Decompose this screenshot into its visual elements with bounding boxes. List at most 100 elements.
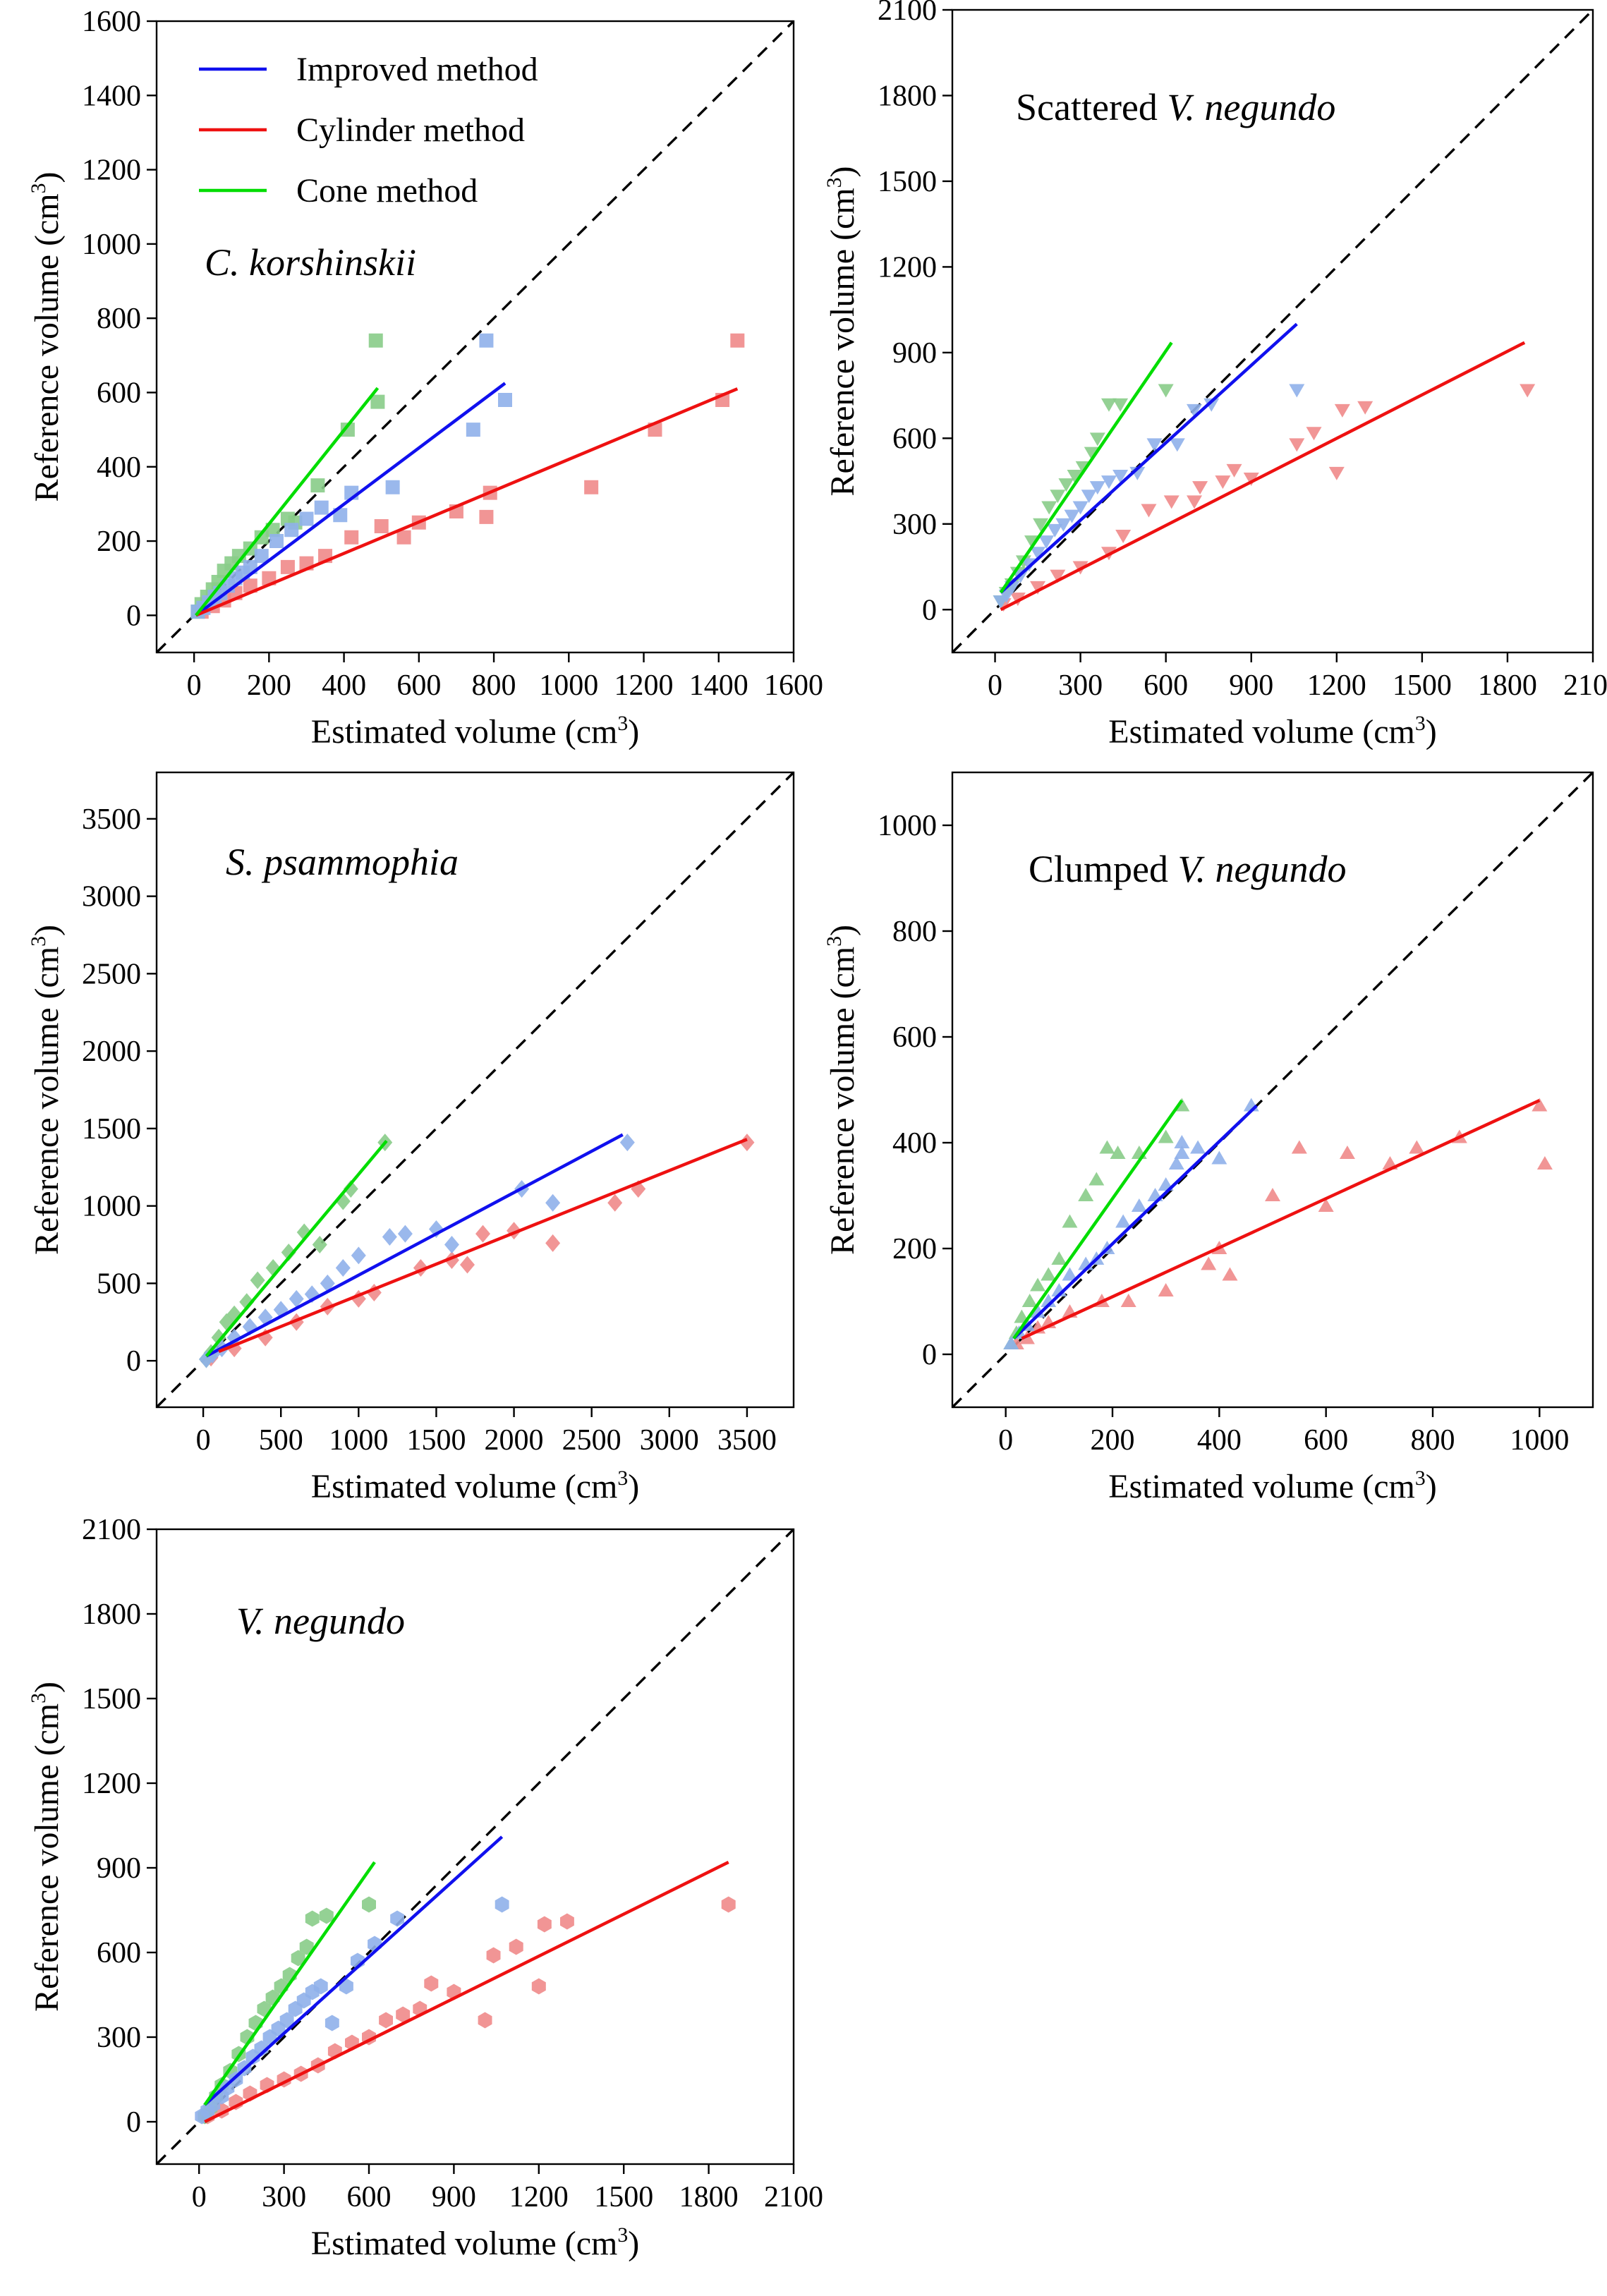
- data-point: [1100, 398, 1117, 412]
- data-point: [1169, 438, 1185, 452]
- data-point: [466, 423, 480, 437]
- data-point: [1120, 1294, 1136, 1307]
- data-point: [1033, 518, 1049, 532]
- data-point: [1187, 495, 1203, 509]
- legend-label: Improved method: [296, 51, 538, 88]
- data-point: [305, 1910, 320, 1927]
- data-point: [459, 1256, 475, 1274]
- y-tick-label: 600: [97, 377, 141, 409]
- y-tick-label: 2500: [82, 958, 141, 990]
- data-point: [299, 511, 314, 526]
- y-tick-label: 2100: [82, 1514, 141, 1546]
- data-point: [280, 559, 295, 574]
- data-point: [1532, 1098, 1548, 1112]
- data-point: [1072, 501, 1088, 515]
- one-to-one-line: [951, 8, 1594, 654]
- data-point: [1089, 432, 1105, 447]
- data-point: [370, 394, 385, 409]
- data-point: [721, 1896, 736, 1913]
- data-point: [1055, 518, 1072, 532]
- data-point: [619, 1134, 635, 1152]
- panel-title: V. negundo: [236, 1600, 405, 1642]
- x-tick-label: 200: [247, 669, 291, 702]
- x-tick-label: 2000: [485, 1424, 544, 1457]
- y-tick-label: 600: [892, 1021, 937, 1054]
- data-point: [1050, 569, 1066, 583]
- fit-line-cylinder-method: [195, 387, 739, 617]
- y-tick-label: 600: [892, 423, 937, 455]
- data-point: [1201, 1256, 1217, 1270]
- data-point: [396, 2006, 411, 2023]
- plot-frame: [155, 1528, 795, 2166]
- data-point: [1339, 1146, 1355, 1159]
- data-point: [397, 1225, 413, 1243]
- data-point: [1291, 1140, 1307, 1154]
- data-point: [1078, 1188, 1094, 1201]
- x-axis-label: Estimated volume (cm3): [1108, 1466, 1436, 1505]
- fit-line-cone-method: [1012, 1099, 1184, 1340]
- x-axis-label: Estimated volume (cm3): [1108, 712, 1436, 751]
- x-tick-label: 0: [192, 2181, 207, 2213]
- fit-line-improved-method: [1012, 1104, 1258, 1340]
- x-tick-label: 1400: [689, 669, 748, 702]
- data-point: [545, 1234, 561, 1252]
- y-tick-label: 1000: [878, 810, 937, 842]
- y-tick-label: 1500: [82, 1113, 141, 1146]
- y-tick-label: 600: [97, 1937, 141, 1969]
- data-point: [1158, 1129, 1174, 1143]
- x-tick-label: 0: [988, 669, 1002, 702]
- x-tick-label: 2500: [562, 1424, 621, 1457]
- fit-line-improved-method: [195, 382, 507, 617]
- y-tick-label: 900: [892, 337, 937, 370]
- data-point: [281, 1243, 296, 1261]
- y-tick-label: 300: [97, 2022, 141, 2054]
- chart-panel-4: 0 200 400 600 800 1000 0 200 400 600 800 1000 Estima…: [823, 771, 1594, 1505]
- y-tick-label: 1500: [878, 166, 937, 198]
- data-point: [1058, 478, 1074, 492]
- data-point: [269, 534, 284, 549]
- x-tick-label: 1000: [1510, 1424, 1569, 1457]
- data-point: [1289, 438, 1305, 452]
- data-point: [584, 480, 599, 494]
- data-point: [1041, 1294, 1057, 1307]
- data-point: [531, 1978, 546, 1995]
- data-point: [1030, 1277, 1046, 1292]
- x-tick-label: 900: [432, 2181, 476, 2213]
- data-point: [1110, 1146, 1126, 1159]
- data-point: [1146, 438, 1163, 452]
- data-point: [1030, 581, 1046, 595]
- data-point: [486, 1947, 501, 1964]
- chart-panel-2: 0 300 600 900 1200 1500 1800 2100 0 300 600 900 1200…: [823, 0, 1607, 751]
- y-tick-label: 800: [892, 916, 937, 948]
- one-to-one-line: [155, 771, 795, 1409]
- data-point: [279, 2012, 294, 2029]
- data-point: [1328, 466, 1345, 480]
- data-point: [254, 549, 269, 564]
- y-tick-label: 1600: [82, 6, 141, 38]
- data-point: [289, 1289, 304, 1308]
- data-point: [1265, 1188, 1280, 1201]
- data-point: [1187, 403, 1203, 418]
- data-point: [444, 1236, 459, 1254]
- data-point: [320, 1274, 335, 1292]
- x-tick-label: 0: [196, 1424, 211, 1457]
- x-tick-label: 600: [1144, 669, 1188, 702]
- fit-line-cone-method: [999, 341, 1173, 594]
- data-point: [243, 578, 257, 593]
- y-tick-label: 3500: [82, 803, 141, 836]
- x-tick-label: 300: [262, 2181, 306, 2213]
- panel-title: Scattered V. negundo: [1016, 86, 1335, 128]
- x-tick-label: 800: [472, 669, 516, 702]
- y-tick-label: 0: [922, 1339, 937, 1371]
- y-tick-label: 1200: [878, 251, 937, 284]
- fit-line-cylinder-method: [1021, 1098, 1541, 1340]
- y-tick-label: 1000: [82, 1191, 141, 1223]
- x-axis-label: Estimated volume (cm3): [311, 712, 639, 751]
- plot-frame: [155, 771, 795, 1409]
- data-point: [1192, 481, 1208, 495]
- x-tick-label: 800: [1411, 1424, 1455, 1457]
- data-point: [1100, 475, 1117, 490]
- x-tick-label: 1200: [614, 669, 674, 702]
- data-point: [1226, 463, 1242, 478]
